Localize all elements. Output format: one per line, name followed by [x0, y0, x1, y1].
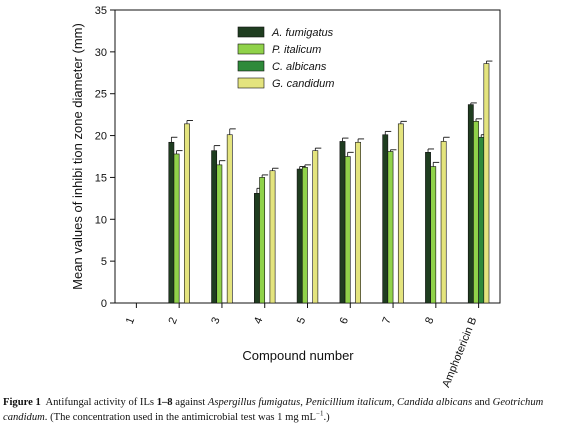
- y-tick-label: 15: [95, 172, 107, 184]
- legend-swatch: [237, 26, 265, 38]
- legend-swatch: [237, 77, 265, 89]
- bar: [467, 104, 474, 304]
- bar: [312, 150, 319, 304]
- x-tick-label: Amphotericin B: [440, 316, 479, 390]
- bar: [184, 123, 190, 304]
- bar-chart: 0 5 10 15 20 25 30 35 1 2 3 4 5 6 7 8 Amphotericin B Mean…: [70, 5, 501, 390]
- bar: [296, 168, 303, 304]
- x-tick-label: 5: [295, 316, 308, 326]
- legend-swatch: [237, 60, 265, 72]
- y-tick-label: 35: [95, 5, 107, 17]
- legend-label: G. candidum: [272, 78, 334, 90]
- bar: [440, 141, 447, 304]
- legend: A. fumigatus P. italicum C. albicans G. can…: [237, 26, 334, 90]
- y-tick-label: 20: [95, 131, 107, 143]
- caption-text: against: [172, 397, 208, 408]
- x-axis-label: Compound number: [242, 348, 354, 363]
- x-tick-label: 1: [124, 316, 137, 326]
- bar: [430, 166, 437, 304]
- y-tick-label: 0: [101, 298, 107, 310]
- caption-text: ,: [300, 397, 306, 408]
- bar: [211, 150, 218, 304]
- bar: [301, 167, 308, 304]
- caption-species: Geotrichum candidum: [3, 397, 544, 423]
- caption-species: Aspergillus fumigatus: [207, 397, 301, 408]
- bar: [259, 177, 266, 304]
- caption-superscript: −1: [316, 409, 324, 418]
- y-tick-label: 10: [95, 214, 107, 226]
- bar: [483, 63, 490, 304]
- caption-text: ,: [391, 397, 398, 408]
- y-tick-label: 5: [101, 256, 107, 268]
- bar: [168, 141, 175, 304]
- y-tick-label: 30: [95, 47, 107, 59]
- caption-species: Candida albicans: [397, 397, 473, 408]
- figure-caption: Figure 1 Antifungal activity of ILs 1–8 …: [3, 395, 577, 425]
- x-tick-label: 4: [252, 316, 265, 326]
- bar: [425, 152, 431, 304]
- bar: [397, 123, 404, 304]
- y-tick-label: 25: [95, 89, 107, 101]
- caption-range: 1–8: [156, 397, 173, 408]
- y-axis-label: Mean values of inhibi tion zone diameter…: [70, 23, 85, 290]
- bar: [173, 153, 180, 304]
- bar: [473, 121, 479, 304]
- bar: [254, 193, 260, 304]
- x-tick-label: 8: [423, 316, 436, 326]
- bar: [226, 134, 233, 304]
- bar: [269, 170, 276, 304]
- caption-label: Figure 1: [3, 397, 41, 408]
- bar: [387, 151, 394, 304]
- bar: [216, 164, 223, 304]
- caption-text: . (The concentration used in the antimic…: [44, 412, 317, 423]
- bar: [478, 136, 485, 304]
- caption-text: Antifungal activity of ILs: [45, 397, 157, 408]
- bar: [344, 156, 351, 304]
- x-tick-label: 2: [167, 316, 180, 326]
- caption-text: and: [472, 397, 493, 408]
- legend-swatch: [237, 43, 265, 55]
- caption-text: .): [323, 412, 330, 423]
- x-tick-label: 3: [209, 316, 222, 326]
- bar: [339, 141, 346, 304]
- bar: [355, 141, 361, 304]
- caption-species: Penicillium italicum: [305, 397, 392, 408]
- x-tick-label: 6: [338, 316, 351, 326]
- legend-label: C. albicans: [272, 61, 327, 73]
- legend-label: A. fumigatus: [271, 27, 334, 39]
- bar: [382, 134, 389, 304]
- legend-label: P. italicum: [272, 44, 321, 56]
- x-tick-label: 7: [380, 316, 393, 326]
